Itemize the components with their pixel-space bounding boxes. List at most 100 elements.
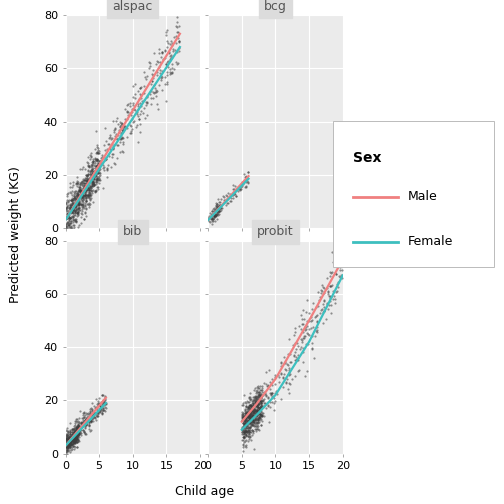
Point [64, 442, 72, 450]
Point [65, 214, 73, 222]
Point [242, 411, 250, 419]
Point [98, 153, 106, 161]
Point [74, 190, 82, 198]
Point [71, 439, 79, 447]
Point [64, 436, 72, 444]
Point [71, 204, 79, 212]
Point [84, 175, 92, 183]
Point [89, 410, 97, 418]
Point [68, 197, 76, 205]
Point [116, 119, 124, 128]
Point [62, 204, 70, 212]
Point [253, 402, 261, 410]
Point [74, 436, 82, 444]
Point [88, 162, 96, 170]
Point [69, 434, 77, 443]
Point [75, 187, 83, 195]
Point [268, 374, 276, 383]
Point [71, 207, 79, 215]
Point [293, 355, 301, 363]
Point [324, 287, 332, 295]
Point [86, 405, 94, 413]
Point [63, 196, 71, 204]
Point [299, 306, 307, 314]
Point [205, 214, 213, 222]
Point [206, 218, 214, 226]
Point [73, 197, 81, 205]
Point [210, 207, 218, 215]
Point [240, 429, 248, 437]
Point [98, 396, 106, 404]
Point [92, 171, 100, 179]
Point [160, 80, 168, 88]
Point [67, 201, 75, 209]
Point [253, 387, 261, 395]
Point [242, 420, 250, 428]
Point [277, 368, 285, 376]
Point [111, 140, 119, 148]
Point [69, 433, 77, 441]
Point [94, 162, 102, 170]
Point [251, 406, 260, 414]
Point [323, 299, 331, 307]
Point [88, 177, 96, 185]
Point [93, 141, 101, 149]
Point [243, 405, 251, 413]
Point [76, 422, 84, 430]
Point [257, 391, 265, 399]
Point [77, 189, 85, 197]
Point [117, 130, 125, 138]
Point [82, 416, 90, 424]
Point [115, 135, 123, 143]
Point [81, 208, 89, 216]
Point [64, 442, 72, 450]
Point [129, 105, 137, 113]
Point [95, 165, 103, 173]
Point [238, 433, 246, 441]
Point [90, 413, 98, 421]
Point [245, 410, 254, 418]
Point [283, 350, 291, 358]
Point [260, 388, 268, 396]
Point [247, 401, 256, 409]
Point [85, 191, 93, 199]
Point [70, 216, 78, 224]
Point [222, 201, 230, 209]
Point [243, 417, 251, 425]
Point [230, 190, 238, 198]
Point [255, 418, 263, 426]
Point [245, 434, 253, 443]
Point [246, 415, 255, 423]
Point [240, 417, 248, 425]
Point [81, 199, 89, 207]
Point [66, 434, 74, 442]
Point [248, 413, 256, 421]
Point [64, 207, 72, 215]
Point [88, 166, 96, 174]
Point [101, 146, 109, 154]
Point [63, 447, 71, 455]
Point [87, 417, 95, 425]
Point [73, 429, 81, 437]
Point [93, 400, 101, 408]
Point [255, 396, 263, 404]
Point [313, 324, 321, 332]
Point [267, 390, 275, 398]
Point [72, 215, 80, 223]
Point [69, 428, 77, 436]
Point [69, 428, 77, 436]
Point [257, 397, 265, 405]
Point [96, 404, 104, 412]
Point [238, 427, 246, 435]
Point [79, 191, 87, 199]
Point [83, 171, 91, 179]
Point [71, 193, 79, 201]
Point [247, 405, 255, 413]
Point [150, 49, 158, 57]
Point [88, 160, 96, 168]
Point [252, 410, 260, 418]
Point [94, 411, 102, 419]
Point [250, 395, 259, 403]
Point [89, 172, 97, 180]
Point [256, 395, 264, 403]
